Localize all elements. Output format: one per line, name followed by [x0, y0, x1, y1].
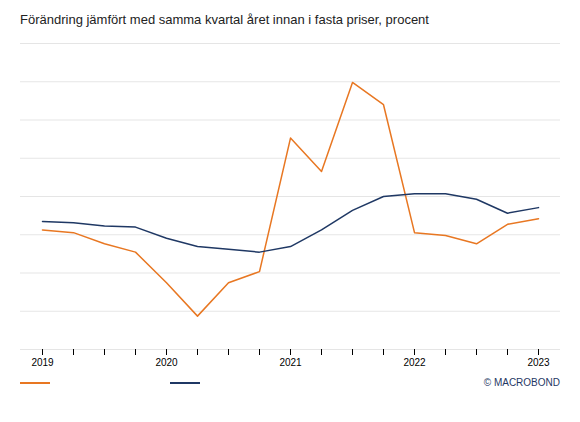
svg-text:2020: 2020: [155, 357, 178, 368]
svg-text:2021: 2021: [279, 357, 302, 368]
html-text:Förändring jämfört med samma k: Förändring jämfört med samma kvartal åre…: [20, 12, 429, 27]
svg-text:2023: 2023: [527, 357, 550, 368]
html-text:© MACROBOND: © MACROBOND: [483, 377, 560, 388]
svg-text:2022: 2022: [403, 357, 426, 368]
svg-text:2019: 2019: [31, 357, 54, 368]
